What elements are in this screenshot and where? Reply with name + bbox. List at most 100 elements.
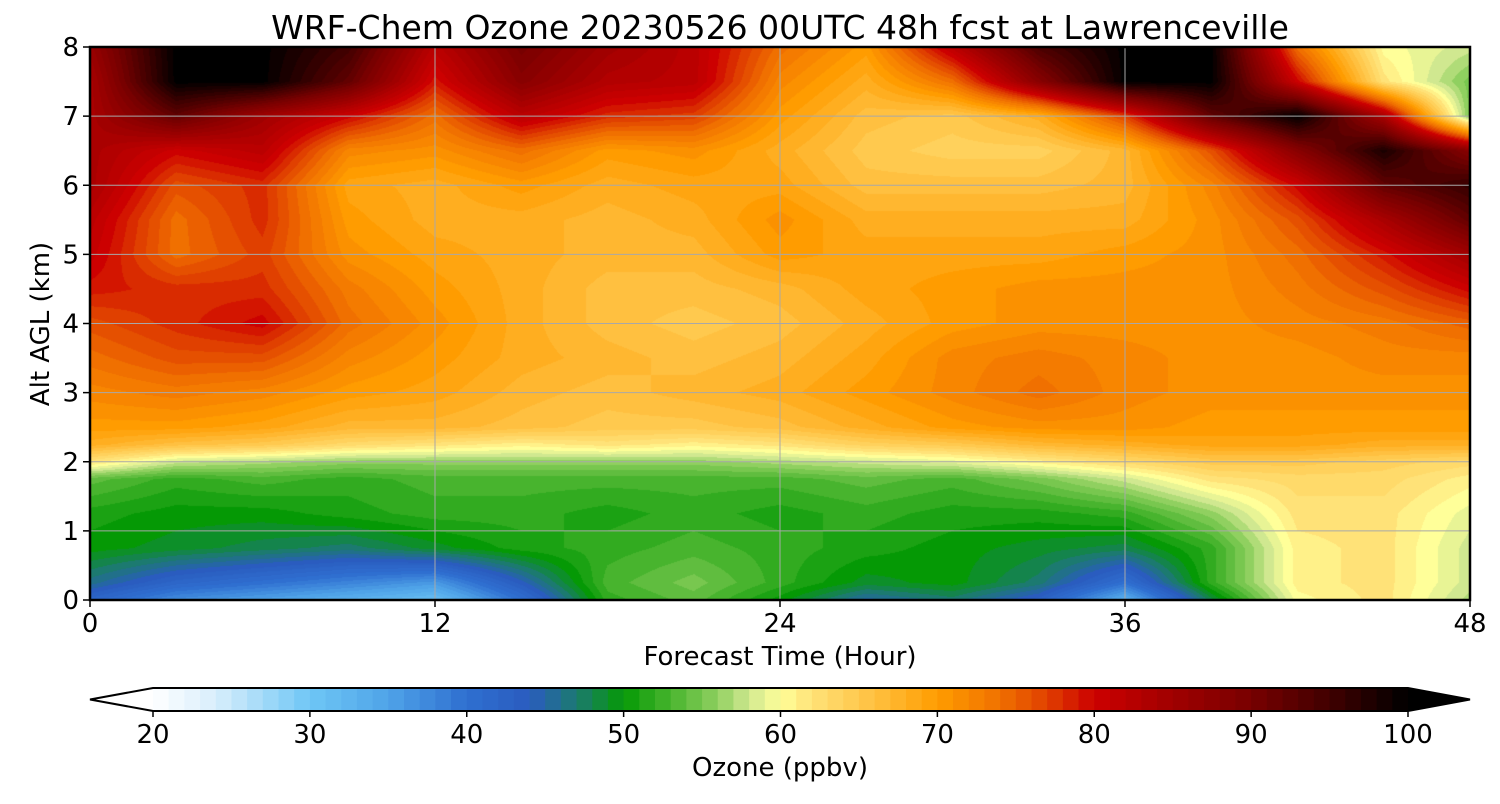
colorbar-segment [1078,688,1095,711]
colorbar-segment [1392,688,1409,711]
colorbar-segment [341,688,358,711]
colorbar-ticks: 20 30 40 50 60 70 80 90 100 [136,711,1433,750]
colorbar-segment [843,688,860,711]
colorbar-segment [968,688,986,711]
colorbar-tick-label: 30 [293,720,326,750]
x-tick-label: 0 [82,609,99,639]
colorbar-segment [184,688,201,711]
colorbar-segment [984,688,1001,711]
colorbar-segment [435,688,452,711]
colorbar-segment [262,688,280,711]
colorbar-segment [466,688,484,711]
y-tick-label: 3 [62,379,79,409]
colorbar-segment [921,688,938,711]
colorbar-tick-label: 50 [607,720,640,750]
colorbar-segment [702,688,719,711]
x-tick-label: 12 [418,609,451,639]
colorbar-segment [1141,688,1158,711]
colorbar-segment [906,688,923,711]
y-tick-label: 5 [62,240,79,270]
colorbar-segment [1062,688,1080,711]
colorbar-segment [560,688,578,711]
colorbar-label: Ozone (ppbv) [692,753,868,783]
colorbar-segment [639,688,656,711]
colorbar-segment [325,688,342,711]
colorbar-segment [670,688,687,711]
y-tick-label: 6 [62,171,79,201]
y-tick-label: 7 [62,102,79,132]
colorbar-segment [294,688,311,711]
colorbar-tick-label: 100 [1383,720,1433,750]
x-tick-label: 36 [1108,609,1141,639]
colorbar-segment [278,688,295,711]
colorbar-segment [607,688,625,711]
y-axis-label: Alt AGL (km) [26,242,56,406]
colorbar-segment [1376,688,1393,711]
colorbar-segment [890,688,907,711]
colorbar-segment [529,688,546,711]
colorbar-segment [498,688,515,711]
colorbar-segment [1172,688,1189,711]
y-axis-ticks: 0 1 2 3 4 5 6 7 8 [62,33,90,616]
colorbar-segment [1015,688,1033,711]
colorbar-segment [1157,688,1174,711]
colorbar-segment [1282,688,1299,711]
y-tick-label: 2 [62,448,79,478]
colorbar-segment [764,688,782,711]
colorbar-segment [372,688,389,711]
colorbar-segment [1329,688,1346,711]
colorbar-segment [811,688,829,711]
colorbar-segment [686,688,703,711]
colorbar-segment [1204,688,1221,711]
colorbar-segment [576,688,593,711]
colorbar-segment [168,688,185,711]
colorbar-segment [247,688,264,711]
colorbar-segment [827,688,844,711]
colorbar-segment [953,688,970,711]
colorbar-segment [1000,688,1017,711]
colorbar-segment [1235,688,1252,711]
colorbar-segment [733,688,750,711]
colorbar-tick-label: 60 [764,720,797,750]
colorbar-low-extend [90,688,153,711]
y-tick-label: 8 [62,33,79,63]
colorbar-segment [858,688,876,711]
colorbar-segment [623,688,640,711]
colorbar-segment [451,688,468,711]
colorbar-segment [749,688,766,711]
colorbar-segment [1109,688,1127,711]
colorbar-segment [1360,688,1378,711]
x-axis-ticks: 0 12 24 36 48 [82,600,1487,639]
colorbar-segment [231,688,248,711]
colorbar-segment [1298,688,1315,711]
colorbar-segment [1094,688,1111,711]
x-tick-label: 48 [1453,609,1486,639]
colorbar-segment [1188,688,1205,711]
y-tick-label: 1 [62,517,79,547]
y-tick-label: 4 [62,310,79,340]
colorbar-segment [215,688,233,711]
colorbar-segment [655,688,672,711]
colorbar-segment [1266,688,1284,711]
colorbar-segment [200,688,217,711]
colorbar-tick-label: 40 [450,720,483,750]
colorbar-segment [592,688,609,711]
x-axis-label: Forecast Time (Hour) [643,642,916,672]
colorbar-tick-label: 20 [136,720,169,750]
colorbar-segment [1251,688,1268,711]
colorbar-segment [388,688,405,711]
colorbar-segment [153,688,170,711]
colorbar [89,687,1471,712]
colorbar-segment [780,688,797,711]
chart-title: WRF-Chem Ozone 20230526 00UTC 48h fcst a… [271,8,1289,47]
colorbar-tick-label: 80 [1078,720,1111,750]
colorbar-segment [717,688,735,711]
colorbar-segment [1031,688,1048,711]
colorbar-segment [545,688,562,711]
x-tick-label: 24 [763,609,796,639]
colorbar-segment [309,688,327,711]
colorbar-segment [874,688,891,711]
colorbar-segment [404,688,421,711]
